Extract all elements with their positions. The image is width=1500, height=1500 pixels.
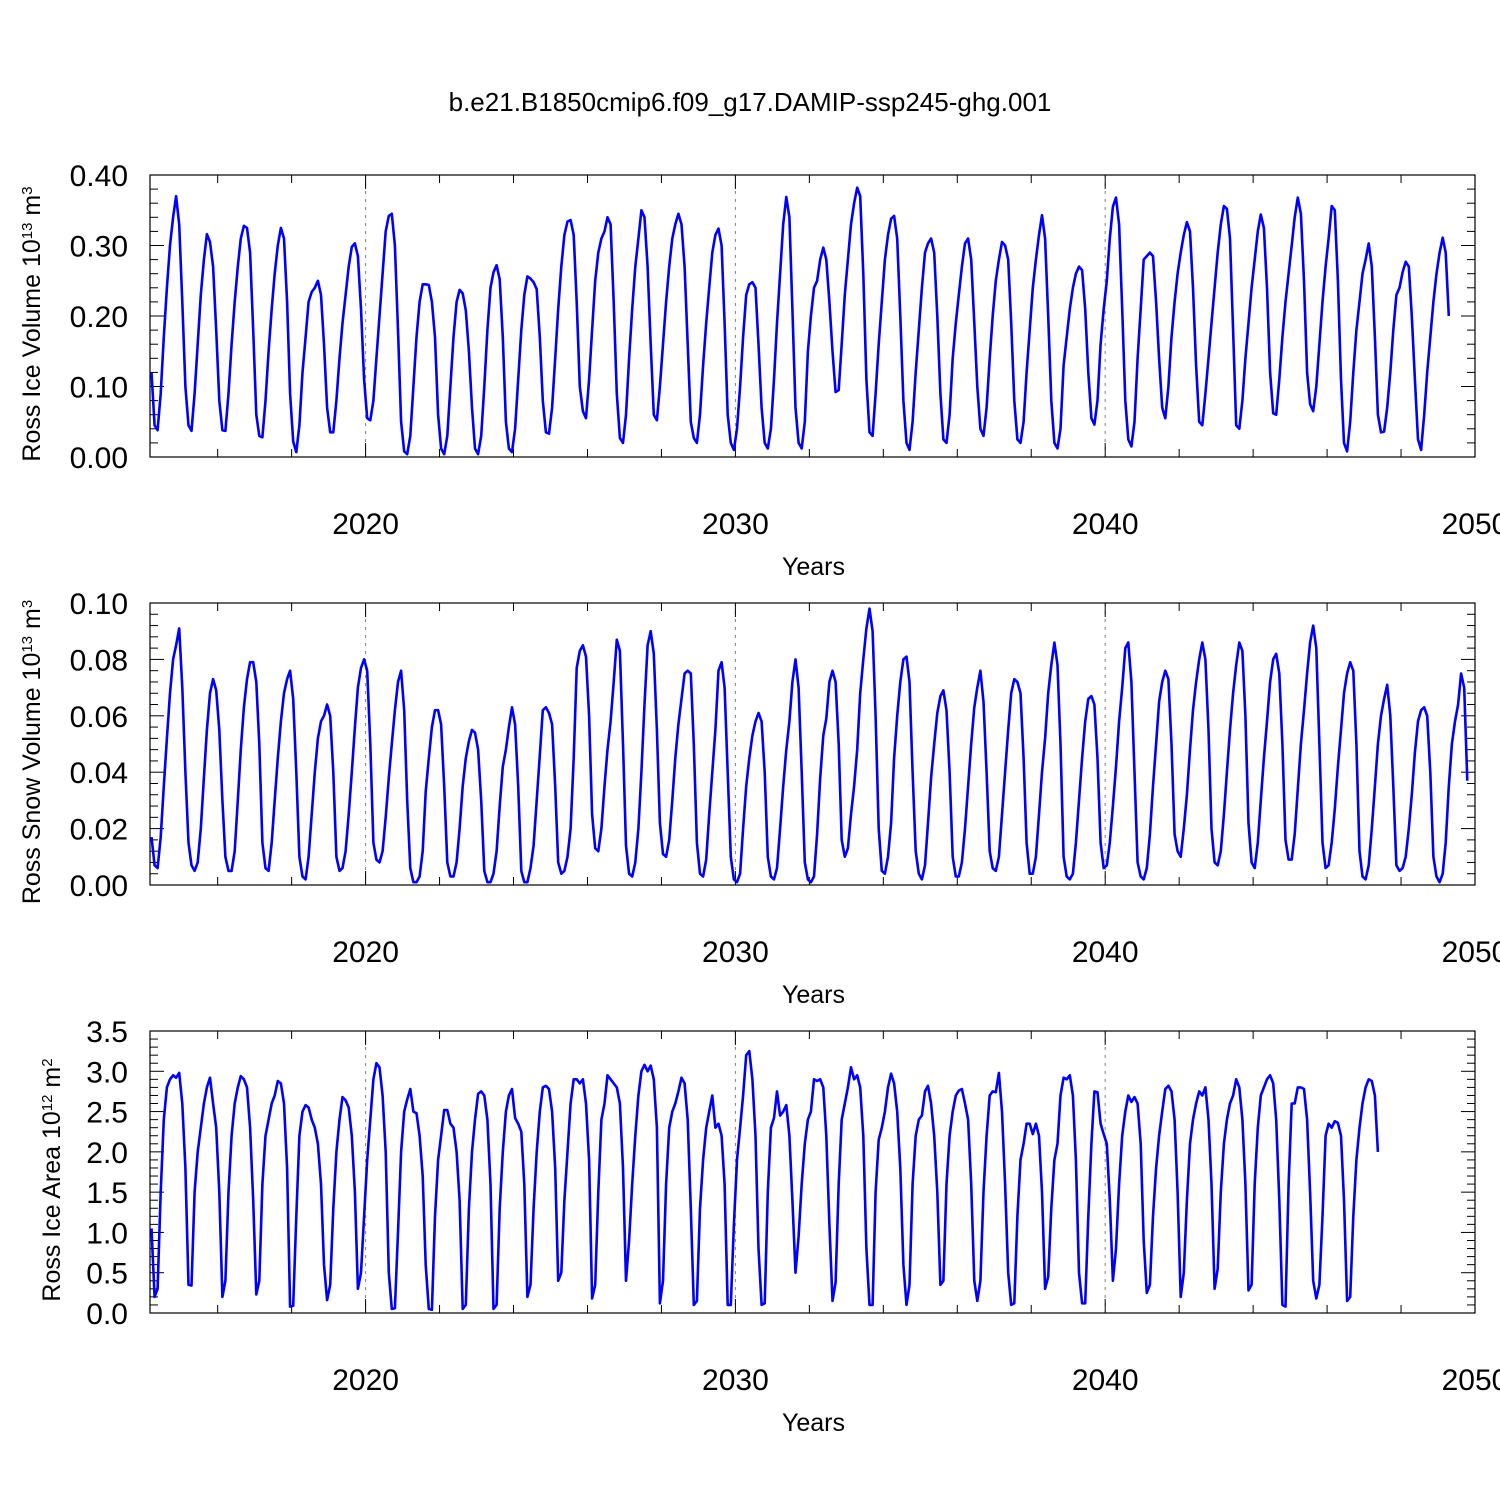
chart-title: b.e21.B1850cmip6.f09_g17.DAMIP-ssp245-gh… (449, 87, 1052, 117)
x-tick-label: 2050 (1442, 1364, 1500, 1397)
x-tick-label: 2040 (1072, 936, 1139, 969)
x-tick-label: 2030 (702, 508, 769, 541)
panels: 2020 2030 2040 2050 Years 0.00 0.10 0.20 0.30 0.4… (18, 160, 1500, 1437)
y-tick-label: 0.00 (70, 870, 128, 903)
y-tick-label: 0.5 (86, 1258, 128, 1291)
x-axis-label: Years (782, 981, 845, 1009)
x-axis-label: Years (782, 553, 845, 581)
y-axis-label: Ross Ice Area 1012 m2 (38, 1058, 66, 1301)
y-tick-label: 0.40 (70, 160, 128, 193)
x-tick-label: 2050 (1442, 508, 1500, 541)
y-tick-label: 0.04 (70, 757, 128, 790)
y-axis-label: Ross Snow Volume 1013 m3 (18, 600, 46, 904)
y-tick-label: 3.0 (86, 1056, 128, 1089)
y-tick-label: 0.0 (86, 1298, 128, 1331)
y-tick-label: 0.10 (70, 588, 128, 621)
plot-frame (149, 602, 1476, 886)
y-tick-label: 0.02 (70, 814, 128, 847)
y-tick-label: 1.0 (86, 1217, 128, 1250)
x-axis-label: Years (782, 1409, 845, 1437)
panel-1: 2020 2030 2040 2050 Years 0.00 0.10 0.20 0.30 0.4… (18, 160, 1500, 581)
y-axis-label: Ross Ice Volume 1013 m3 (18, 186, 46, 461)
x-tick-label: 2030 (702, 936, 769, 969)
y-tick-label: 0.06 (70, 701, 128, 734)
x-tick-label: 2040 (1072, 508, 1139, 541)
y-tick-label: 0.00 (70, 442, 128, 475)
y-tick-label: 2.5 (86, 1097, 128, 1130)
series-line (150, 607, 1469, 884)
panel-3: 2020 2030 2040 2050 Years 0.0 0.5 1.0 1.5 2.0 2.5 3… (38, 1016, 1500, 1437)
y-tick-label: 2.0 (86, 1137, 128, 1170)
x-tick-label: 2050 (1442, 936, 1500, 969)
x-tick-label: 2020 (332, 936, 399, 969)
plot-frame (149, 1030, 1476, 1314)
panel-2: 2020 2030 2040 2050 Years 0.00 0.02 0.04 0.06 0.0… (18, 588, 1500, 1009)
x-tick-label: 2040 (1072, 1364, 1139, 1397)
y-tick-label: 1.5 (86, 1177, 128, 1210)
series-line (150, 186, 1451, 456)
y-tick-label: 0.10 (70, 372, 128, 405)
x-tick-label: 2030 (702, 1364, 769, 1397)
y-tick-label: 0.20 (70, 301, 128, 334)
x-ticks (150, 602, 1476, 886)
y-tick-label: 0.30 (70, 231, 128, 264)
x-tick-label: 2020 (332, 1364, 399, 1397)
x-tick-label: 2020 (332, 508, 399, 541)
y-tick-label: 0.08 (70, 644, 128, 677)
series-line (150, 1049, 1380, 1312)
y-tick-label: 3.5 (86, 1016, 128, 1049)
x-ticks (150, 1030, 1476, 1314)
